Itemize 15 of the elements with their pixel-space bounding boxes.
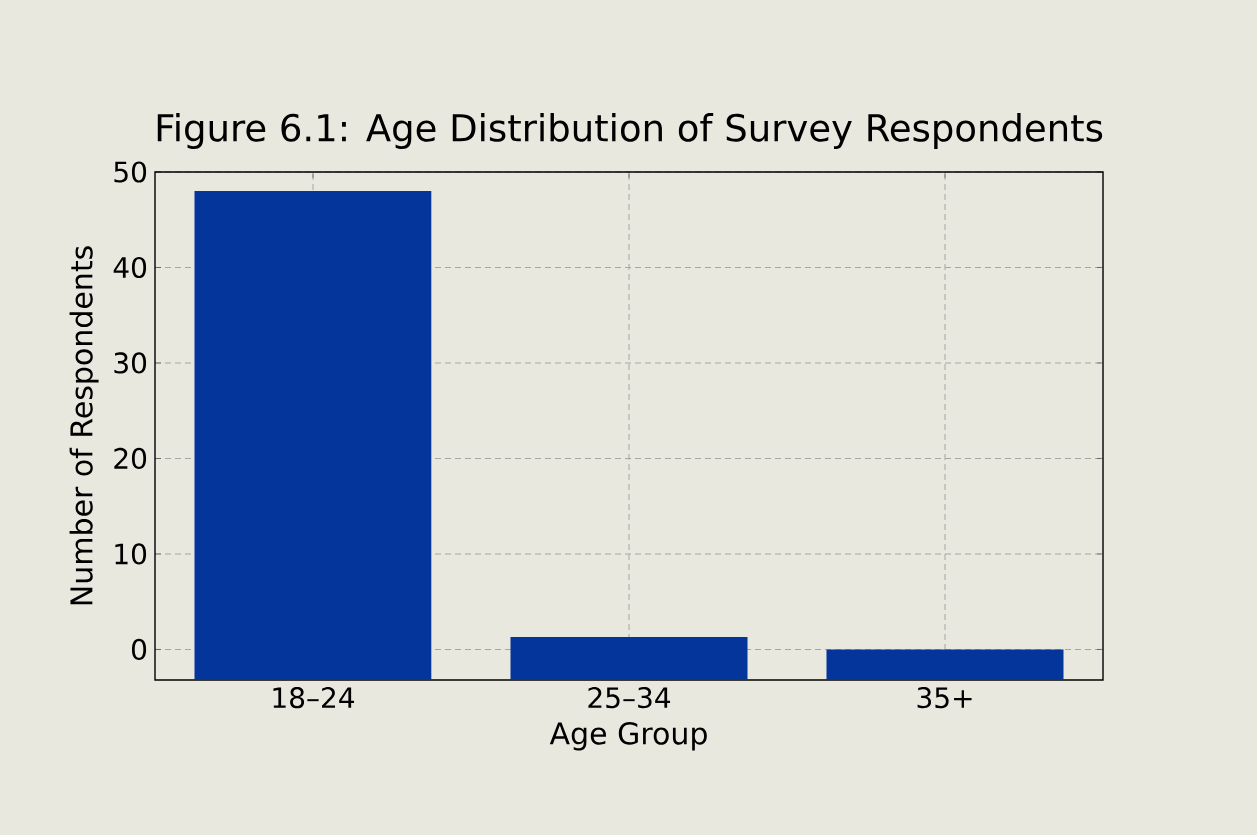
x-axis-title: Age Group bbox=[549, 721, 707, 751]
x-tick-label: 18–24 bbox=[273, 687, 355, 709]
y-tick-label: 50 bbox=[114, 161, 147, 183]
x-tick-label: 35+ bbox=[917, 687, 972, 709]
bar bbox=[194, 191, 432, 680]
y-tick-label: 20 bbox=[114, 447, 147, 470]
y-tick-label: 10 bbox=[115, 543, 147, 565]
bar bbox=[826, 649, 1064, 680]
bar bbox=[510, 637, 748, 680]
x-tick-label: 25–34 bbox=[588, 687, 671, 709]
y-tick-label: 0 bbox=[131, 638, 147, 661]
y-tick-label: 30 bbox=[114, 352, 147, 374]
chart-title: Figure 6.1: Age Distribution of Survey Respondents bbox=[157, 113, 1103, 149]
y-axis-title: Number of Respondents bbox=[69, 246, 99, 605]
y-tick-label: 40 bbox=[113, 256, 147, 279]
